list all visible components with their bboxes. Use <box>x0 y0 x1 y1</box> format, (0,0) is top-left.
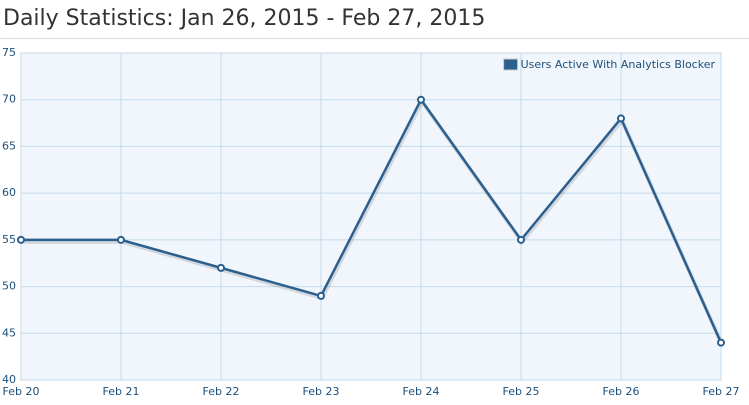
line-shadow <box>22 97 724 346</box>
legend-label: Users Active With Analytics Blocker <box>521 58 716 71</box>
plot-area <box>20 52 722 381</box>
point <box>317 291 325 300</box>
point <box>717 338 725 347</box>
x-tick-label: Feb 24 <box>403 385 440 398</box>
point <box>517 235 525 244</box>
x-tick-label: Feb 23 <box>303 385 340 398</box>
y-tick-label: 75 <box>2 46 16 59</box>
x-tick-label: Feb 27 <box>703 385 740 398</box>
y-tick-label: 65 <box>2 139 16 152</box>
point <box>217 263 225 272</box>
series-line <box>21 97 723 344</box>
x-tick-label: Feb 20 <box>3 385 40 398</box>
chart-title: Daily Statistics: Jan 26, 2015 - Feb 27,… <box>3 6 485 31</box>
legend-swatch <box>503 58 519 71</box>
x-tick-label: Feb 22 <box>203 385 240 398</box>
y-tick-label: 60 <box>2 186 16 199</box>
y-tick-label: 45 <box>2 326 16 339</box>
point <box>117 235 125 244</box>
y-tick-label: 55 <box>2 233 16 246</box>
x-tick-label: Feb 26 <box>603 385 640 398</box>
x-tick-label: Feb 21 <box>103 385 140 398</box>
point <box>417 95 425 104</box>
point <box>17 235 25 244</box>
point <box>617 114 625 123</box>
y-tick-label: 50 <box>2 280 16 293</box>
y-tick-label: 40 <box>2 373 16 386</box>
y-tick-label: 70 <box>2 93 16 106</box>
x-tick-label: Feb 25 <box>503 385 540 398</box>
